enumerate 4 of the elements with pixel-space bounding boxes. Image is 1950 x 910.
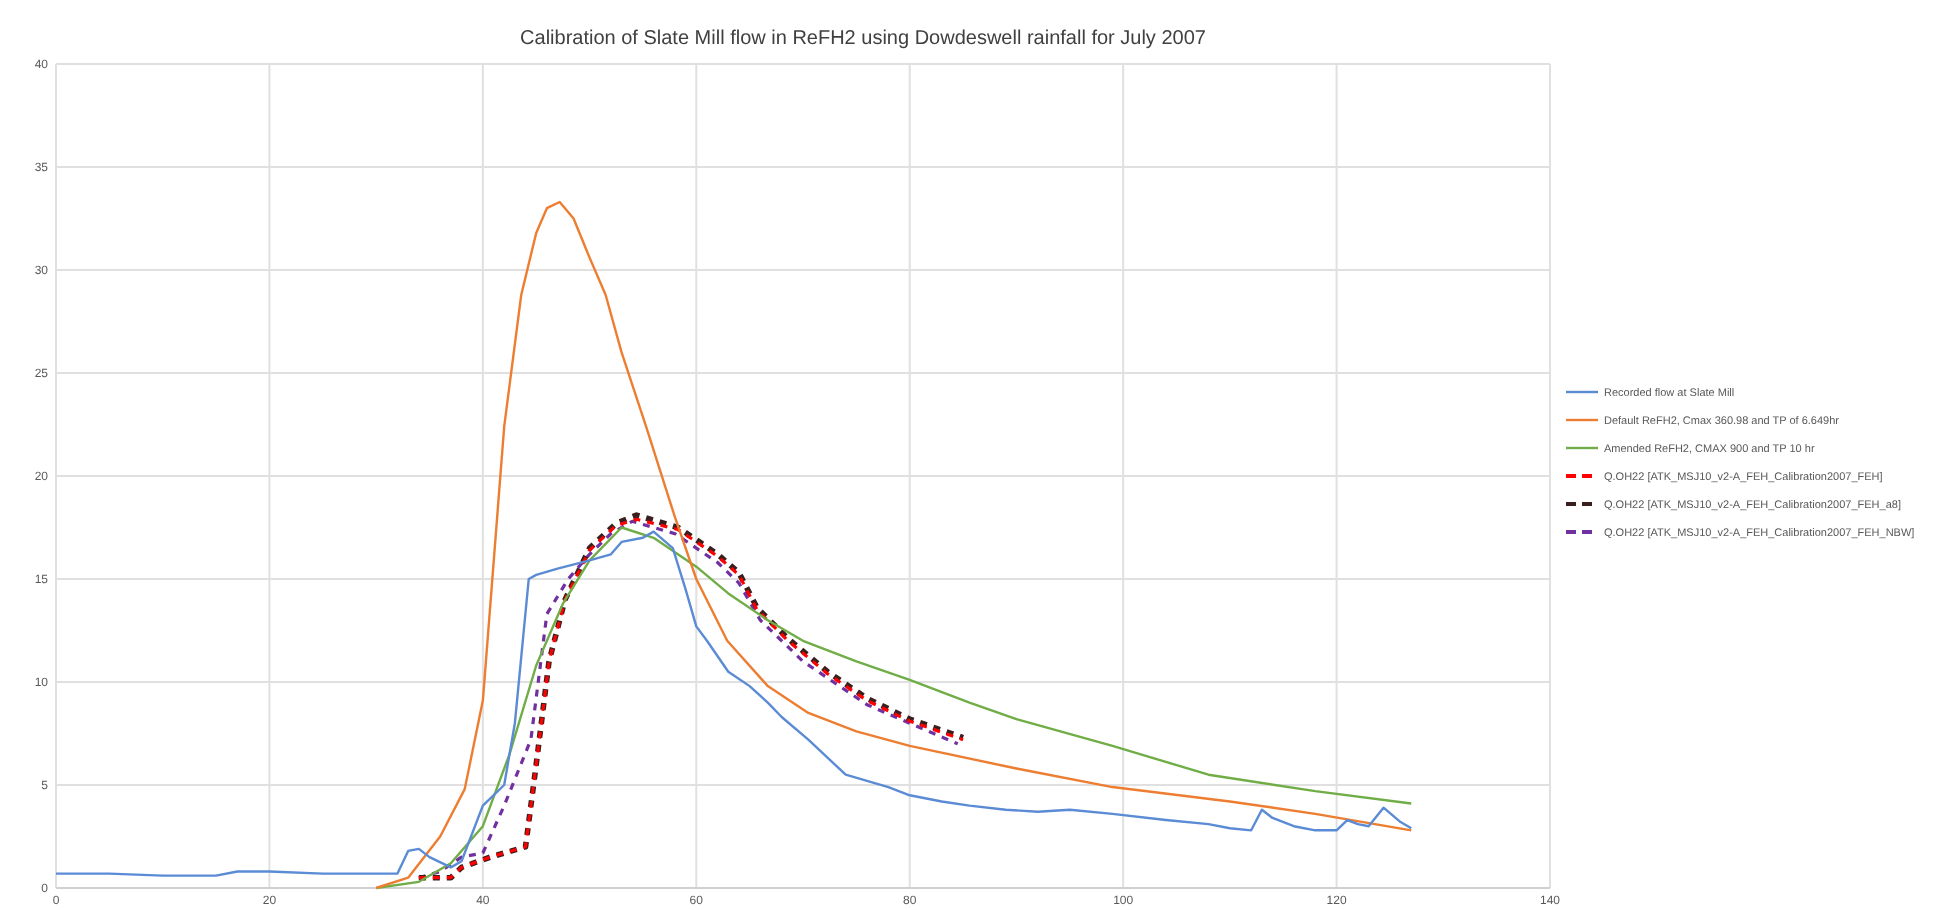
line-series <box>374 526 1413 890</box>
line-series <box>374 200 1413 890</box>
chart-title: Calibration of Slate Mill flow in ReFH2 using Dowdeswell rainfall for July 2007 <box>520 28 1207 50</box>
line-series <box>54 530 1413 877</box>
